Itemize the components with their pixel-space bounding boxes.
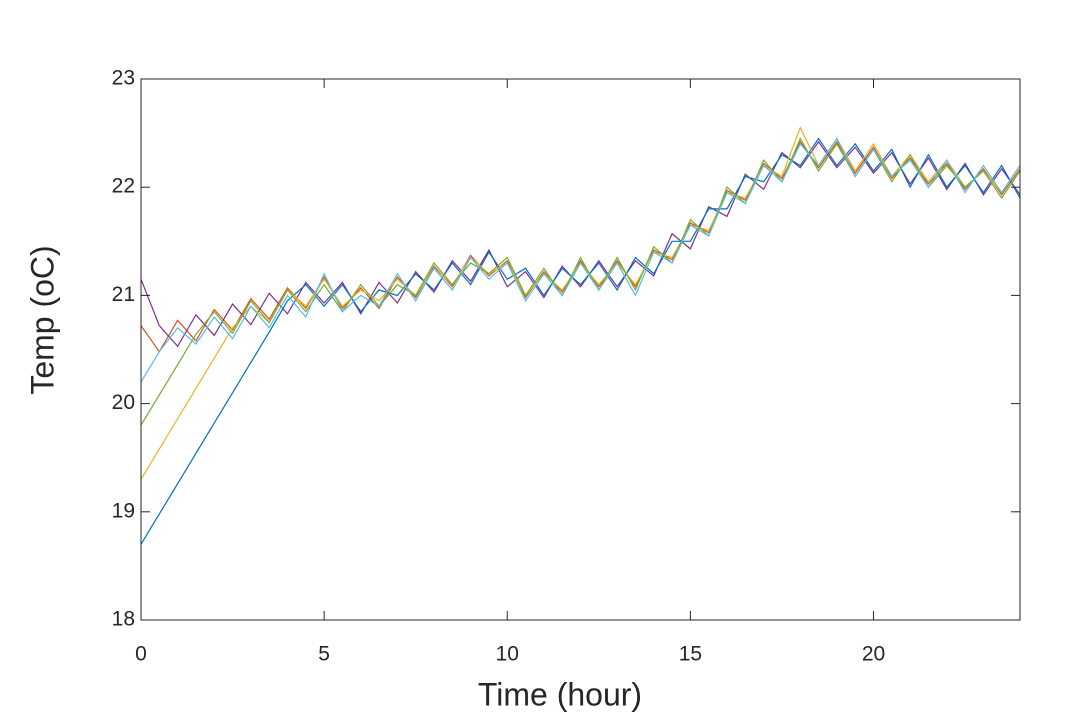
data-line — [140, 137, 1021, 426]
data-line — [140, 137, 1021, 383]
data-line — [140, 140, 1021, 348]
y-tick-label: 20 — [112, 391, 135, 414]
x-tick-label: 15 — [679, 643, 702, 666]
x-axis-label: Time (hour) — [478, 676, 642, 712]
y-tick-label: 22 — [112, 175, 135, 198]
y-tick-label: 18 — [112, 608, 135, 631]
x-tick-label: 5 — [318, 643, 330, 666]
data-line — [140, 137, 1021, 545]
y-tick-label: 21 — [112, 283, 135, 306]
y-axis-label: Temp (oC) — [24, 245, 60, 394]
data-line — [140, 126, 1021, 480]
data-line — [140, 140, 1021, 353]
x-tick-label: 20 — [862, 643, 885, 666]
y-tick-label: 23 — [112, 67, 135, 90]
plot-frame — [140, 78, 1021, 621]
y-tick-label: 19 — [112, 499, 135, 522]
x-tick-label: 10 — [496, 643, 519, 666]
x-tick-label: 0 — [135, 643, 147, 666]
